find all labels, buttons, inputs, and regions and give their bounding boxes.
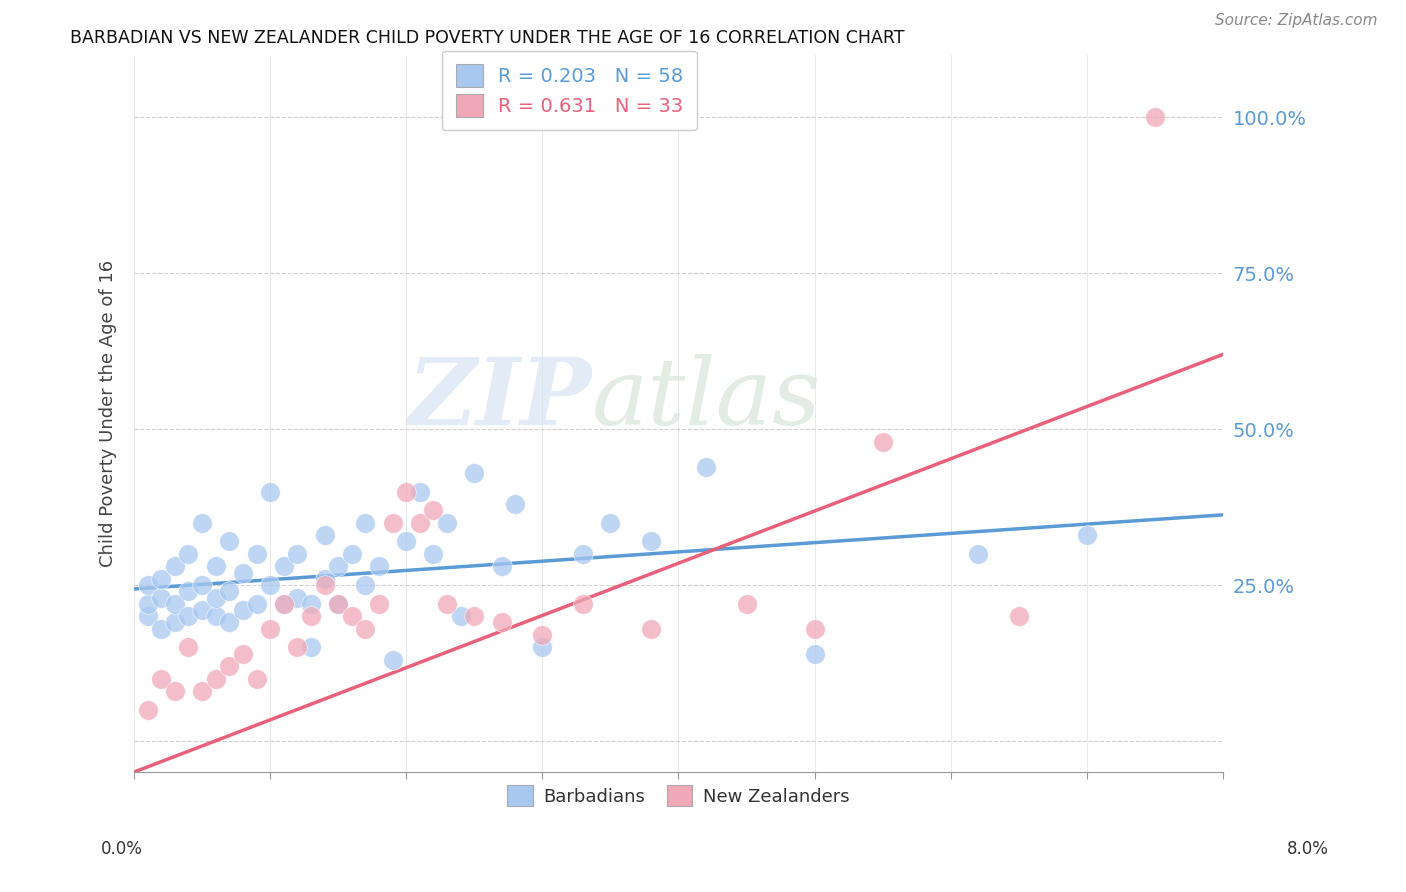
- Point: [314, 578, 336, 592]
- Point: [491, 559, 513, 574]
- Point: [150, 572, 173, 586]
- Point: [314, 528, 336, 542]
- Point: [273, 559, 295, 574]
- Point: [191, 516, 214, 530]
- Point: [245, 547, 267, 561]
- Point: [299, 640, 322, 655]
- Point: [354, 578, 377, 592]
- Point: [177, 609, 200, 624]
- Point: [204, 591, 226, 605]
- Point: [735, 597, 758, 611]
- Point: [163, 559, 186, 574]
- Point: [450, 609, 472, 624]
- Point: [328, 597, 350, 611]
- Legend: Barbadians, New Zealanders: Barbadians, New Zealanders: [496, 774, 860, 817]
- Point: [299, 609, 322, 624]
- Point: [218, 659, 240, 673]
- Point: [599, 516, 621, 530]
- Point: [463, 609, 485, 624]
- Point: [803, 647, 825, 661]
- Point: [136, 703, 159, 717]
- Point: [285, 547, 308, 561]
- Point: [163, 615, 186, 630]
- Point: [463, 466, 485, 480]
- Point: [328, 597, 350, 611]
- Point: [354, 622, 377, 636]
- Point: [328, 559, 350, 574]
- Point: [409, 484, 432, 499]
- Point: [232, 603, 254, 617]
- Point: [218, 615, 240, 630]
- Point: [531, 640, 554, 655]
- Point: [531, 628, 554, 642]
- Point: [1076, 528, 1098, 542]
- Point: [285, 591, 308, 605]
- Point: [368, 597, 391, 611]
- Point: [503, 497, 526, 511]
- Point: [218, 584, 240, 599]
- Point: [232, 566, 254, 580]
- Point: [803, 622, 825, 636]
- Point: [177, 584, 200, 599]
- Point: [150, 622, 173, 636]
- Text: atlas: atlas: [592, 354, 821, 444]
- Text: 8.0%: 8.0%: [1286, 840, 1329, 858]
- Point: [572, 597, 595, 611]
- Point: [340, 609, 363, 624]
- Text: BARBADIAN VS NEW ZEALANDER CHILD POVERTY UNDER THE AGE OF 16 CORRELATION CHART: BARBADIAN VS NEW ZEALANDER CHILD POVERTY…: [70, 29, 905, 46]
- Point: [150, 672, 173, 686]
- Point: [422, 547, 444, 561]
- Point: [136, 609, 159, 624]
- Point: [163, 597, 186, 611]
- Point: [422, 503, 444, 517]
- Point: [245, 597, 267, 611]
- Point: [191, 603, 214, 617]
- Point: [368, 559, 391, 574]
- Point: [259, 578, 281, 592]
- Point: [204, 609, 226, 624]
- Point: [136, 597, 159, 611]
- Text: 0.0%: 0.0%: [101, 840, 143, 858]
- Point: [354, 516, 377, 530]
- Point: [136, 578, 159, 592]
- Point: [232, 647, 254, 661]
- Point: [409, 516, 432, 530]
- Point: [285, 640, 308, 655]
- Point: [640, 534, 662, 549]
- Point: [259, 622, 281, 636]
- Point: [572, 547, 595, 561]
- Point: [967, 547, 990, 561]
- Point: [491, 615, 513, 630]
- Point: [273, 597, 295, 611]
- Text: ZIP: ZIP: [408, 354, 592, 444]
- Point: [163, 684, 186, 698]
- Point: [218, 534, 240, 549]
- Point: [177, 547, 200, 561]
- Point: [1143, 111, 1166, 125]
- Point: [177, 640, 200, 655]
- Point: [340, 547, 363, 561]
- Point: [395, 534, 418, 549]
- Point: [150, 591, 173, 605]
- Point: [1008, 609, 1031, 624]
- Point: [381, 653, 404, 667]
- Point: [191, 684, 214, 698]
- Point: [436, 516, 458, 530]
- Point: [259, 484, 281, 499]
- Point: [395, 484, 418, 499]
- Point: [191, 578, 214, 592]
- Point: [640, 622, 662, 636]
- Point: [872, 434, 894, 449]
- Point: [436, 597, 458, 611]
- Point: [381, 516, 404, 530]
- Point: [299, 597, 322, 611]
- Point: [273, 597, 295, 611]
- Point: [695, 459, 717, 474]
- Point: [204, 559, 226, 574]
- Point: [314, 572, 336, 586]
- Y-axis label: Child Poverty Under the Age of 16: Child Poverty Under the Age of 16: [100, 260, 117, 567]
- Text: Source: ZipAtlas.com: Source: ZipAtlas.com: [1215, 13, 1378, 29]
- Point: [204, 672, 226, 686]
- Point: [245, 672, 267, 686]
